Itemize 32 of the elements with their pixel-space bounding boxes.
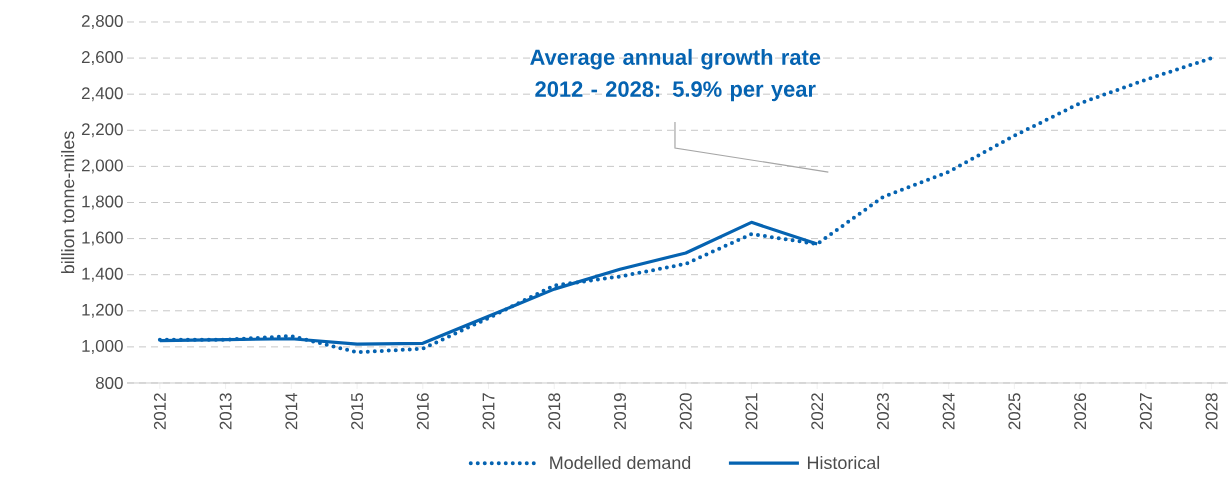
legend-label: Historical	[807, 455, 880, 470]
y-tick-label: 1,600	[82, 231, 123, 246]
x-tick-label: 2023	[876, 393, 889, 430]
x-tick-label: 2014	[285, 393, 298, 430]
y-tick-label: 800	[95, 376, 123, 389]
x-tick-label: 2027	[1139, 393, 1152, 430]
x-tick-label: 2013	[219, 393, 232, 430]
x-tick-label: 2018	[548, 393, 561, 430]
y-tick-label: 2,800	[81, 14, 123, 29]
y-tick-label: 2,400	[81, 87, 123, 102]
x-tick-label: 2021	[745, 393, 758, 430]
y-tick-label: 1,400	[82, 267, 123, 282]
y-tick-label: 2,000	[81, 159, 123, 174]
y-tick-label: 2,600	[81, 51, 123, 66]
x-tick-label: 2024	[942, 393, 955, 430]
x-tick-label: 2017	[482, 393, 495, 430]
y-tick-label: 1,200	[82, 303, 123, 318]
y-tick-label: 2,200	[81, 123, 123, 138]
y-tick-label: 1,800	[82, 195, 123, 210]
x-tick-label: 2019	[614, 393, 626, 430]
x-tick-label: 2020	[679, 393, 692, 430]
annotation: Average annual growth rate 2012 - 2028: 5.9% per year	[530, 48, 821, 102]
y-axis-title: billion tonne-miles	[61, 131, 75, 274]
x-tick-label: 2028	[1205, 393, 1218, 430]
x-tick-label: 2026	[1074, 393, 1087, 430]
x-tick-label: 2015	[351, 393, 364, 430]
x-tick-label: 2025	[1008, 393, 1021, 430]
x-tick-label: 2012	[153, 393, 166, 430]
y-tick-label: 1,000	[82, 339, 123, 354]
legend-label: Modelled demand	[550, 455, 691, 470]
x-tick-label: 2016	[416, 393, 429, 430]
x-tick-label: 2022	[811, 393, 824, 430]
